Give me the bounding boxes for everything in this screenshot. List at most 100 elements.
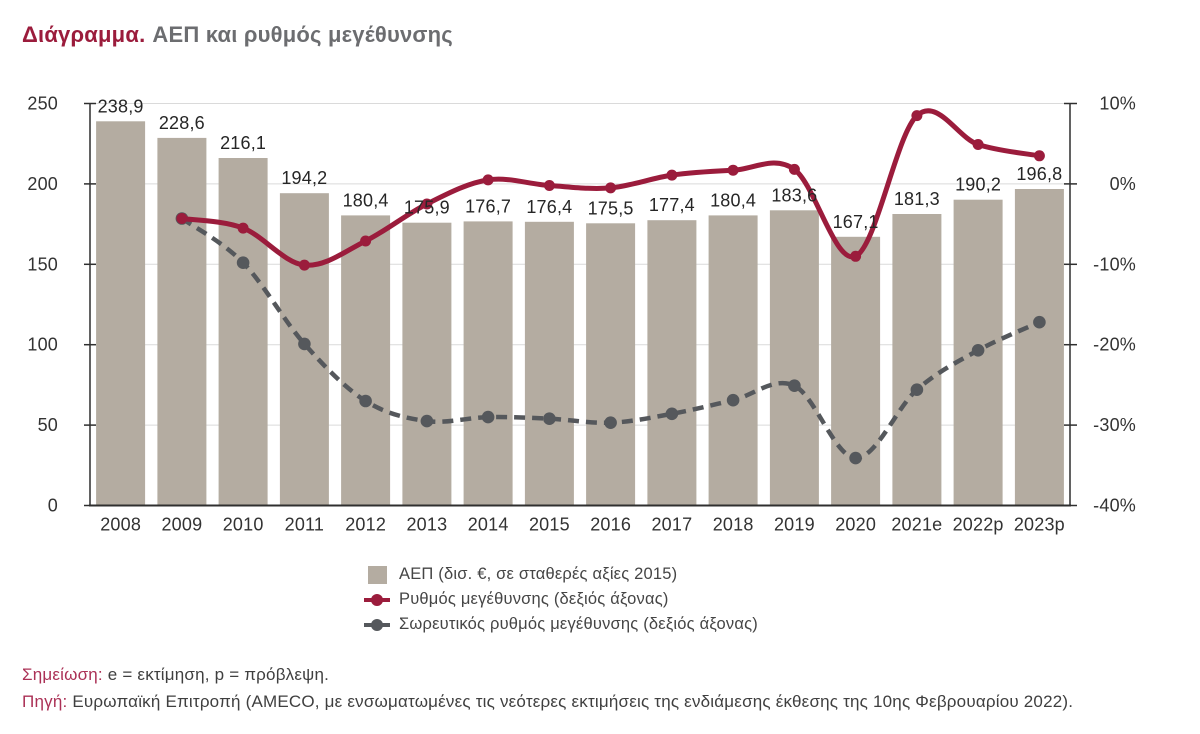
cumulative-point <box>298 337 311 351</box>
note-text: e = εκτίμηση, p = πρόβλεψη. <box>102 665 330 684</box>
year-label-2011: 2011 <box>285 515 325 535</box>
bar-value-label-2012: 180,4 <box>343 190 389 210</box>
chart-title-prefix: Διάγραμμα. <box>22 22 146 47</box>
legend-item-gdp: ΑΕΠ (δισ. €, σε σταθερές αξίες 2015) <box>364 562 758 587</box>
year-label-2020: 2020 <box>835 515 876 535</box>
source-text: Ευρωπαϊκή Επιτροπή (AMECO, με ενσωματωμέ… <box>67 692 1074 711</box>
growth-point <box>666 169 678 181</box>
cumulative-point <box>726 393 740 407</box>
growth-point <box>360 235 372 247</box>
bar-2012 <box>341 215 391 506</box>
growth-point <box>237 222 249 234</box>
left-axis-label-250: 250 <box>27 94 58 114</box>
bar-value-label-2018: 180,4 <box>710 190 756 210</box>
cumulative-point <box>420 414 434 428</box>
cumulative-point <box>665 407 679 421</box>
bar-value-label-2019: 183,6 <box>771 185 817 205</box>
chart-notes: Σημείωση: e = εκτίμηση, p = πρόβλεψη. Πη… <box>22 661 1073 715</box>
growth-point <box>972 139 984 150</box>
bar-2010 <box>218 158 268 506</box>
bar-value-label-2021e: 181,3 <box>894 189 940 209</box>
growth-point <box>1033 150 1045 162</box>
bar-value-label-2011: 194,2 <box>281 168 327 188</box>
bar-value-label-2013: 175,9 <box>404 198 450 218</box>
right-axis-label--20%: -20% <box>1093 335 1136 355</box>
gdp-growth-chart: 250 200 150 100 50 0 10% 0% -10% -20% -30% -40% 2008… <box>27 94 1136 535</box>
left-axis-label-200: 200 <box>27 174 58 194</box>
note-line: Σημείωση: e = εκτίμηση, p = πρόβλεψη. <box>22 661 1073 688</box>
right-axis-label-10%: 10% <box>1099 94 1136 114</box>
cumulative-point <box>604 416 617 430</box>
cumulative-point <box>910 383 924 397</box>
growth-point <box>788 163 800 175</box>
growth-point <box>727 164 739 176</box>
bar-value-label-2020: 167,1 <box>833 212 879 232</box>
source-label: Πηγή: <box>22 692 68 711</box>
cumulative-point <box>236 256 250 270</box>
growth-point <box>911 110 923 122</box>
note-label: Σημείωση: <box>22 665 103 684</box>
bar-2020 <box>831 236 881 506</box>
source-line: Πηγή: Ευρωπαϊκή Επιτροπή (AMECO, με ενσω… <box>22 688 1073 715</box>
growth-rate-line <box>179 108 1042 268</box>
growth-point <box>543 180 555 191</box>
bar-2018 <box>708 215 758 506</box>
bar-value-label-2017: 177,4 <box>649 195 695 215</box>
cumulative-point <box>543 412 556 426</box>
year-label-2016: 2016 <box>590 515 631 535</box>
year-label-2018: 2018 <box>713 515 754 535</box>
year-label-2015: 2015 <box>529 515 570 535</box>
bar-2014 <box>463 221 513 506</box>
left-axis-label-0: 0 <box>48 496 58 516</box>
bar-2019 <box>769 210 819 506</box>
bar-2021e <box>892 214 942 506</box>
legend-item-growth: Ρυθμός μεγέθυνσης (δεξιός άξονας) <box>364 587 758 612</box>
chart-title-text: ΑΕΠ και ρυθμός μεγέθυνσης <box>152 22 453 47</box>
growth-point <box>421 198 433 210</box>
year-label-2012: 2012 <box>345 515 386 535</box>
bar-2015 <box>524 221 574 506</box>
bar-2008 <box>96 121 146 506</box>
chart-legend: ΑΕΠ (δισ. €, σε σταθερές αξίες 2015) Ρυθ… <box>364 562 758 637</box>
left-axis-label-100: 100 <box>27 335 58 355</box>
year-label-2022p: 2022p <box>953 515 1004 535</box>
legend-label-gdp: ΑΕΠ (δισ. €, σε σταθερές αξίες 2015) <box>399 565 678 583</box>
right-axis-label--10%: -10% <box>1093 254 1136 274</box>
chart-title: Διάγραμμα. ΑΕΠ και ρυθμός μεγέθυνσης <box>22 22 453 48</box>
cumulative-point <box>971 344 985 357</box>
legend-label-cumulative: Σωρευτικός ρυθμός μεγέθυνσης (δεξιός άξο… <box>399 615 758 633</box>
year-label-2014: 2014 <box>468 515 509 535</box>
growth-point <box>176 213 188 224</box>
cumulative-point <box>788 379 801 393</box>
bar-2016 <box>586 223 636 506</box>
gdp-bar-swatch-icon <box>364 565 390 584</box>
bar-2009 <box>157 137 207 506</box>
legend-label-growth: Ρυθμός μεγέθυνσης (δεξιός άξονας) <box>399 590 669 608</box>
left-axis-label-50: 50 <box>38 415 58 435</box>
year-label-2019: 2019 <box>774 515 815 535</box>
bar-2023p <box>1014 189 1064 506</box>
year-label-2010: 2010 <box>223 515 264 535</box>
cumulative-line-marker-icon <box>364 618 390 631</box>
year-label-2013: 2013 <box>406 515 447 535</box>
right-axis-label--40%: -40% <box>1093 496 1136 516</box>
year-label-2021e: 2021e <box>891 515 942 535</box>
year-label-2009: 2009 <box>161 515 202 535</box>
year-label-2017: 2017 <box>651 515 692 535</box>
cumulative-point <box>849 451 862 465</box>
bar-value-label-2016: 175,5 <box>588 198 634 218</box>
year-label-2023p: 2023p <box>1014 515 1065 535</box>
bar-value-label-2014: 176,7 <box>465 196 511 216</box>
right-axis-label-0%: 0% <box>1110 174 1136 194</box>
growth-point <box>605 182 617 194</box>
bar-value-label-2008: 238,9 <box>98 96 144 116</box>
cumulative-point <box>359 394 372 408</box>
bar-value-label-2010: 216,1 <box>220 133 266 153</box>
right-axis-label--30%: -30% <box>1093 415 1136 435</box>
left-axis-label-150: 150 <box>27 254 58 274</box>
growth-point <box>298 259 310 271</box>
bar-2017 <box>647 220 697 506</box>
bar-value-label-2022p: 190,2 <box>955 175 1001 195</box>
year-label-2008: 2008 <box>100 515 141 535</box>
growth-line-marker-icon <box>364 593 390 606</box>
